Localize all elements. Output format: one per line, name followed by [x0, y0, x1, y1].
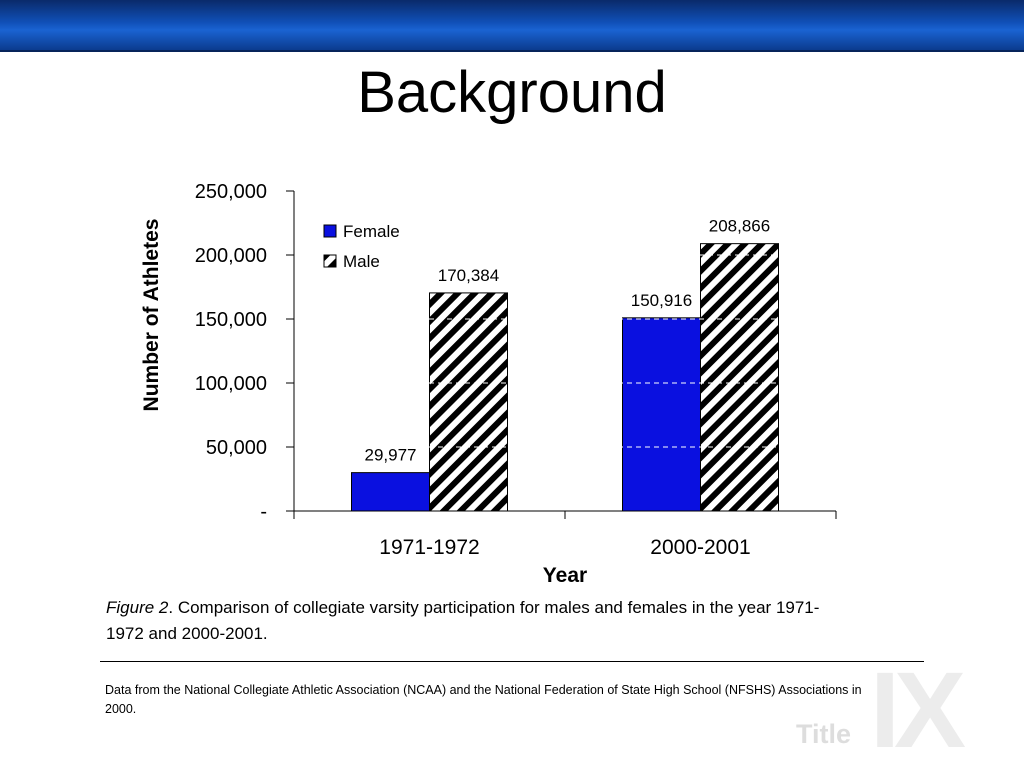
- x-tick-label-1: 2000-2001: [650, 536, 750, 559]
- slide-title: Background: [357, 60, 667, 125]
- data-label-male-1: 208,866: [709, 217, 770, 236]
- legend-label-male: Male: [343, 252, 380, 271]
- title-ix-logo: IX Title: [790, 649, 990, 770]
- y-tick-label-3: 150,000: [195, 309, 267, 331]
- legend-swatch-male: [323, 254, 337, 268]
- data-label-male-0: 170,384: [438, 266, 499, 285]
- y-tick-label-2: 100,000: [195, 373, 267, 395]
- bar-female-0: [351, 472, 430, 512]
- x-axis-title: Year: [543, 564, 587, 587]
- bar-female-1: [622, 317, 701, 512]
- figure-label: Figure 2: [106, 598, 169, 617]
- bar-male-0: [429, 292, 508, 512]
- logo-title-text: Title: [796, 719, 852, 749]
- y-tick-label-4: 200,000: [195, 245, 267, 267]
- y-axis-title: Number of Athletes: [140, 219, 163, 412]
- logo-ix-text: IX: [869, 649, 966, 770]
- y-tick-label-1: 50,000: [206, 437, 267, 459]
- legend-swatch-female: [323, 224, 337, 238]
- data-label-female-0: 29,977: [365, 446, 417, 465]
- x-tick-label-0: 1971-1972: [379, 536, 479, 559]
- y-tick-label-0: -: [260, 501, 267, 523]
- figure-caption: Figure 2. Comparison of collegiate varsi…: [106, 595, 836, 647]
- y-tick-label-5: 250,000: [195, 181, 267, 203]
- data-label-female-1: 150,916: [631, 291, 692, 310]
- divider-line: [100, 661, 924, 662]
- header-bar: [0, 0, 1024, 52]
- bar-male-1: [700, 243, 779, 512]
- bar-chart: 29,977 170,384 1971-1972 150,916 208,866 2000…: [140, 181, 837, 587]
- legend-label-female: Female: [343, 222, 400, 241]
- source-note: Data from the National Collegiate Athlet…: [105, 683, 862, 716]
- figure-caption-text: . Comparison of collegiate varsity parti…: [106, 598, 820, 643]
